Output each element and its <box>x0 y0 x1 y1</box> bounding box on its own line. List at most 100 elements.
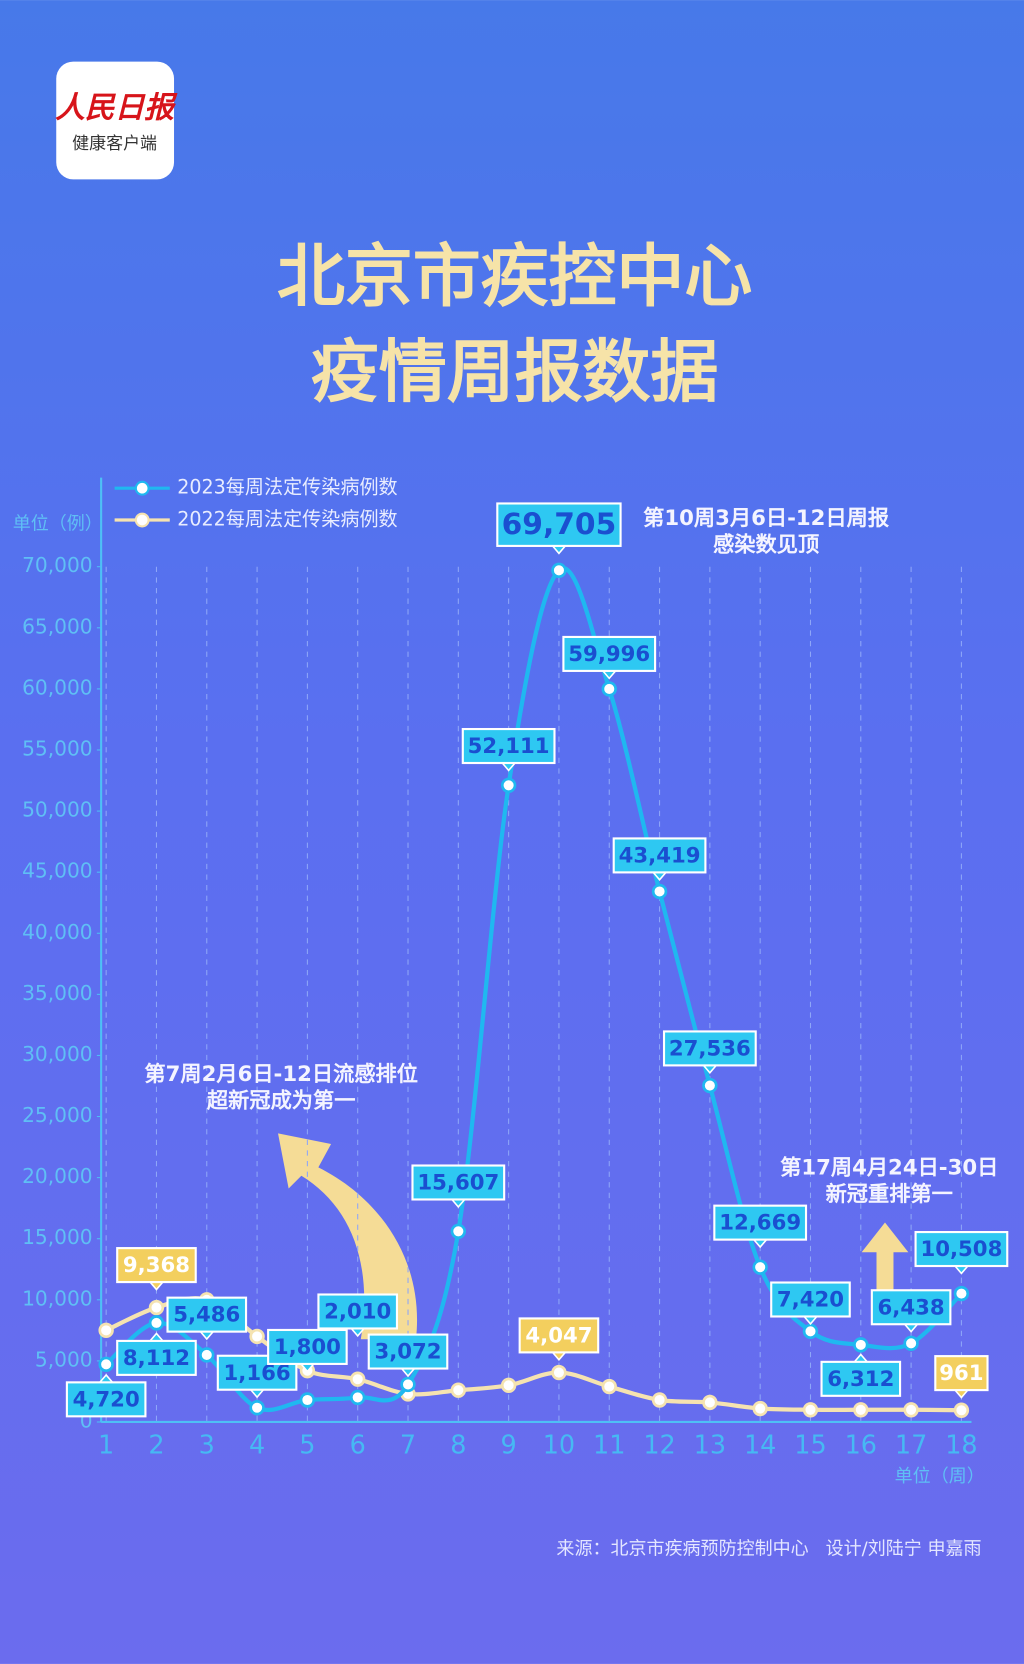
value-label: 6,438 <box>870 1289 952 1333</box>
data-point <box>98 1356 114 1373</box>
value-label-text: 9,368 <box>123 1253 190 1278</box>
x-tick-label: 8 <box>450 1430 466 1460</box>
value-label-box <box>612 837 707 874</box>
credit: 设计/刘陆宁 申嘉雨 <box>826 1538 982 1559</box>
value-label: 1,800 <box>267 1328 348 1373</box>
x-tick-label: 11 <box>593 1430 625 1460</box>
y-tick-label: 30,000 <box>22 1042 93 1066</box>
value-label-box <box>116 1339 197 1376</box>
x-tick-label: 17 <box>895 1430 927 1460</box>
value-label-text: 4,720 <box>73 1387 140 1412</box>
value-label-box <box>662 1030 757 1067</box>
value-label-text: 59,996 <box>568 642 650 667</box>
x-tick-label: 3 <box>199 1430 215 1460</box>
annotation: 新冠重排第一 <box>826 1181 953 1207</box>
value-label: 12,669 <box>713 1204 808 1249</box>
value-label-box <box>562 635 657 672</box>
annotation: 第7周2月6日-12日流感排位 <box>144 1061 418 1087</box>
value-label: 59,996 <box>562 635 657 680</box>
value-label-text: 69,705 <box>502 507 617 542</box>
data-point <box>199 1347 215 1363</box>
value-label-text: 10,508 <box>920 1237 1002 1262</box>
logo-brand: 人民日报 <box>55 90 178 125</box>
x-tick-label: 15 <box>794 1430 826 1460</box>
footer: 来源：北京市疾病预防控制中心 设计/刘陆宁 申嘉雨 <box>556 1538 981 1559</box>
value-label: 43,419 <box>612 837 707 882</box>
x-tick-label: 6 <box>350 1430 366 1460</box>
data-point <box>249 1400 265 1416</box>
value-label: 10,508 <box>914 1230 1009 1275</box>
data-point <box>148 1315 165 1331</box>
value-label-text: 27,536 <box>669 1036 751 1061</box>
x-tick-label: 5 <box>299 1430 315 1460</box>
value-label-box <box>934 1355 989 1392</box>
value-label-text: 52,111 <box>468 734 550 759</box>
x-tick-label: 12 <box>643 1430 675 1460</box>
data-point <box>249 1328 265 1345</box>
value-label-box <box>116 1247 197 1284</box>
y-tick-label: 55,000 <box>22 736 93 760</box>
data-point <box>752 1400 768 1417</box>
value-label-text: 5,486 <box>173 1303 240 1328</box>
data-point <box>853 1337 869 1353</box>
value-label-box <box>317 1293 399 1330</box>
data-point <box>853 1402 869 1418</box>
value-label: 15,607 <box>411 1164 506 1209</box>
value-label: 7,420 <box>770 1281 851 1326</box>
value-label-text: 3,072 <box>374 1340 441 1365</box>
data-point <box>500 1377 517 1394</box>
y-tick-label: 45,000 <box>22 859 93 883</box>
value-label-box <box>496 502 622 547</box>
data-point <box>601 1378 617 1395</box>
value-label-text: 43,419 <box>619 843 701 868</box>
value-label: 69,705 <box>496 502 622 555</box>
data-point <box>903 1402 919 1418</box>
data-point <box>601 681 617 697</box>
data-point <box>350 1371 366 1387</box>
x-tick-label: 2 <box>148 1430 164 1460</box>
value-label-box <box>713 1204 808 1241</box>
legend-swatch <box>134 480 150 496</box>
data-point <box>651 1392 668 1408</box>
annotation: 第17周4月24日-30日 <box>780 1154 998 1180</box>
value-label-text: 2,010 <box>324 1300 391 1325</box>
data-point <box>903 1335 919 1352</box>
data-point <box>702 1394 718 1411</box>
y-tick-label: 5,000 <box>35 1347 93 1371</box>
legend-swatch <box>134 512 150 528</box>
data-point <box>752 1259 768 1275</box>
data-point <box>450 1223 467 1239</box>
x-tick-label: 4 <box>249 1430 265 1460</box>
arrow-decoration <box>278 1133 418 1340</box>
y-tick-label: 60,000 <box>22 675 93 699</box>
annotation: 超新冠成为第一 <box>207 1088 356 1114</box>
x-tick-label: 13 <box>694 1430 726 1460</box>
value-label-text: 961 <box>939 1361 983 1386</box>
data-point <box>551 1364 567 1381</box>
x-tick-label: 18 <box>945 1430 977 1460</box>
value-label-text: 1,800 <box>274 1335 341 1360</box>
value-label-box <box>367 1333 449 1370</box>
value-label-text: 6,312 <box>827 1367 894 1392</box>
value-label: 3,072 <box>367 1333 449 1378</box>
legend-label: 2022每周法定传染病例数 <box>177 508 397 531</box>
data-point <box>953 1402 970 1418</box>
y-tick-label: 50,000 <box>22 798 93 822</box>
y-tick-label: 20,000 <box>22 1164 93 1188</box>
value-label: 961 <box>934 1355 989 1399</box>
annotation: 感染数见顶 <box>713 531 819 557</box>
x-tick-label: 9 <box>501 1430 517 1460</box>
data-point <box>651 883 668 900</box>
data-point <box>400 1376 416 1393</box>
value-label: 27,536 <box>662 1030 757 1075</box>
value-label-text: 8,112 <box>123 1346 190 1371</box>
value-label-text: 12,669 <box>719 1211 801 1236</box>
value-label-box <box>411 1164 506 1201</box>
y-tick-label: 35,000 <box>22 981 93 1005</box>
x-unit: 单位（周） <box>895 1466 985 1487</box>
logo-channel: 健康客户端 <box>72 134 157 154</box>
legend-label: 2023每周法定传染病例数 <box>177 476 397 499</box>
arrow-decoration <box>861 1222 909 1325</box>
